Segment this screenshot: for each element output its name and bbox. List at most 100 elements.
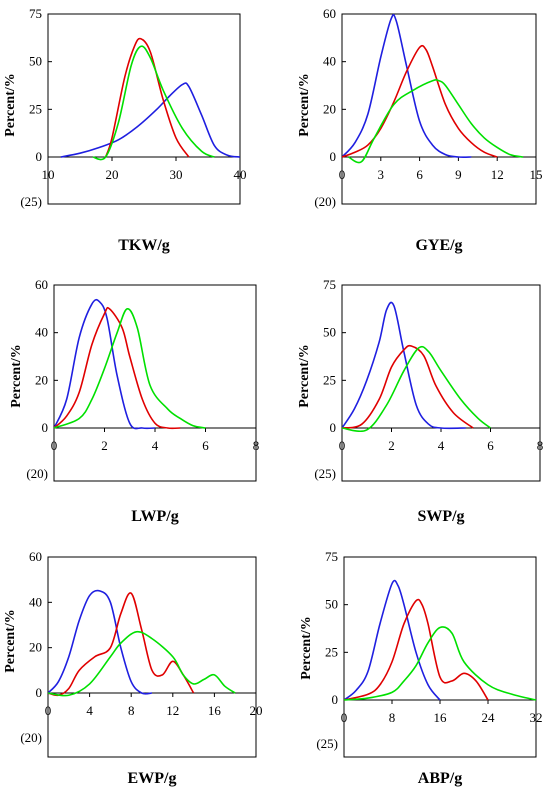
series-line-2 bbox=[48, 592, 195, 697]
y-tick-label: 20 bbox=[35, 372, 48, 387]
y-tick-label: 25 bbox=[323, 372, 336, 387]
x-tick-label: 9 bbox=[455, 167, 462, 182]
y-tick-label: 60 bbox=[323, 6, 336, 21]
x-tick-label: 2 bbox=[388, 438, 395, 453]
chart-frame bbox=[341, 284, 541, 482]
y-tick-label: 75 bbox=[325, 549, 338, 564]
x-axis-label: EWP/g bbox=[128, 770, 177, 787]
y-tick-label: 40 bbox=[35, 325, 48, 340]
y-tick-label: 60 bbox=[35, 277, 48, 292]
chart-panel-6: 0 25 50 75 0 8 16 24 32 (25) Percent/% ABP/g bbox=[299, 549, 543, 787]
chart-frame bbox=[47, 556, 257, 758]
series-line-1 bbox=[342, 301, 466, 430]
x-tick-label: 0 bbox=[339, 438, 346, 453]
series-line-3 bbox=[348, 79, 524, 164]
x-axis-label: LWP/g bbox=[131, 508, 178, 525]
series-line-1 bbox=[344, 579, 441, 701]
y-tick-label: 0 bbox=[36, 149, 43, 164]
below-axis-label: (20) bbox=[314, 194, 336, 209]
y-tick-label: 0 bbox=[36, 685, 43, 700]
series-line-2 bbox=[104, 37, 190, 158]
y-tick-label: 50 bbox=[29, 54, 42, 69]
x-tick-label: 6 bbox=[416, 167, 423, 182]
y-tick-label: 0 bbox=[332, 692, 339, 707]
y-axis-label: Percent/% bbox=[297, 73, 312, 137]
below-axis-label: (25) bbox=[20, 194, 42, 209]
chart-panel-1: 0 25 50 75 10 20 30 40 (25) Percent/% TKW/g bbox=[3, 6, 247, 254]
y-tick-label: 60 bbox=[29, 549, 42, 564]
x-tick-label: 0 bbox=[51, 438, 58, 453]
x-tick-label: 20 bbox=[106, 167, 119, 182]
x-tick-label: 15 bbox=[530, 167, 543, 182]
x-tick-label: 8 bbox=[128, 703, 135, 718]
y-tick-label: 0 bbox=[330, 149, 337, 164]
x-tick-label: 24 bbox=[482, 710, 496, 725]
series-line-2 bbox=[344, 598, 489, 701]
series-line-1 bbox=[342, 14, 472, 158]
x-tick-label: 0 bbox=[45, 703, 52, 718]
y-tick-label: 20 bbox=[29, 640, 42, 655]
x-tick-label: 12 bbox=[166, 703, 179, 718]
below-axis-label: (25) bbox=[316, 736, 338, 751]
series-line-3 bbox=[48, 630, 236, 697]
series-line-2 bbox=[54, 306, 181, 430]
x-tick-label: 6 bbox=[487, 438, 494, 453]
x-tick-label: 3 bbox=[378, 167, 385, 182]
x-tick-label: 8 bbox=[389, 710, 396, 725]
series-line-3 bbox=[344, 626, 536, 701]
x-tick-label: 8 bbox=[537, 438, 544, 453]
series-line-2 bbox=[342, 344, 474, 429]
chart-frame bbox=[343, 556, 537, 758]
series-line-1 bbox=[48, 589, 153, 695]
y-tick-label: 75 bbox=[29, 6, 42, 21]
chart-panel-4: 0 25 50 75 0 2 4 6 8 (25) Percent/% SWP/g bbox=[297, 277, 543, 525]
x-tick-label: 20 bbox=[250, 703, 263, 718]
x-axis-label: GYE/g bbox=[415, 237, 462, 254]
chart-panel-5: 0 20 40 60 0 4 8 12 16 20 (20) Percent/% EWP/g bbox=[3, 549, 263, 787]
series-line-1 bbox=[54, 298, 156, 430]
x-tick-label: 0 bbox=[341, 710, 348, 725]
series-line-1 bbox=[60, 82, 240, 158]
y-axis-label: Percent/% bbox=[297, 344, 312, 408]
y-axis-label: Percent/% bbox=[3, 609, 18, 673]
x-tick-label: 0 bbox=[339, 167, 346, 182]
y-tick-label: 50 bbox=[325, 597, 338, 612]
x-tick-label: 4 bbox=[86, 703, 93, 718]
series-line-3 bbox=[54, 308, 206, 429]
y-tick-label: 0 bbox=[330, 420, 337, 435]
y-tick-label: 20 bbox=[323, 101, 336, 116]
x-tick-label: 8 bbox=[253, 438, 260, 453]
x-tick-label: 6 bbox=[202, 438, 209, 453]
y-tick-label: 75 bbox=[323, 277, 336, 292]
x-tick-label: 10 bbox=[42, 167, 55, 182]
x-axis-label: TKW/g bbox=[118, 237, 170, 254]
x-axis-label: SWP/g bbox=[417, 508, 464, 525]
x-axis-label: ABP/g bbox=[418, 770, 462, 787]
chart-frame bbox=[341, 13, 537, 205]
below-axis-label: (20) bbox=[26, 466, 48, 481]
y-tick-label: 40 bbox=[29, 594, 42, 609]
chart-panel-3: 0 20 40 60 0 2 4 6 8 (20) Percent/% LWP/g bbox=[9, 277, 259, 525]
x-tick-label: 12 bbox=[491, 167, 504, 182]
chart-panel-2: 0 20 40 60 0 3 6 9 12 15 (20) Percent/% GYE/g bbox=[297, 6, 543, 254]
x-tick-label: 4 bbox=[438, 438, 445, 453]
series-line-3 bbox=[92, 45, 215, 161]
chart-frame bbox=[53, 284, 257, 482]
y-axis-label: Percent/% bbox=[3, 73, 18, 137]
y-tick-label: 25 bbox=[29, 101, 42, 116]
x-tick-label: 30 bbox=[170, 167, 183, 182]
y-tick-label: 50 bbox=[323, 325, 336, 340]
x-tick-label: 32 bbox=[530, 710, 543, 725]
x-tick-label: 4 bbox=[152, 438, 159, 453]
x-tick-label: 16 bbox=[434, 710, 448, 725]
y-axis-label: Percent/% bbox=[9, 344, 24, 408]
below-axis-label: (20) bbox=[20, 730, 42, 745]
y-tick-label: 0 bbox=[42, 420, 49, 435]
x-tick-label: 16 bbox=[208, 703, 222, 718]
below-axis-label: (25) bbox=[314, 466, 336, 481]
series-line-3 bbox=[342, 345, 491, 433]
chart-frame bbox=[47, 13, 241, 205]
y-axis-label: Percent/% bbox=[299, 616, 314, 680]
series-line-2 bbox=[342, 44, 498, 158]
